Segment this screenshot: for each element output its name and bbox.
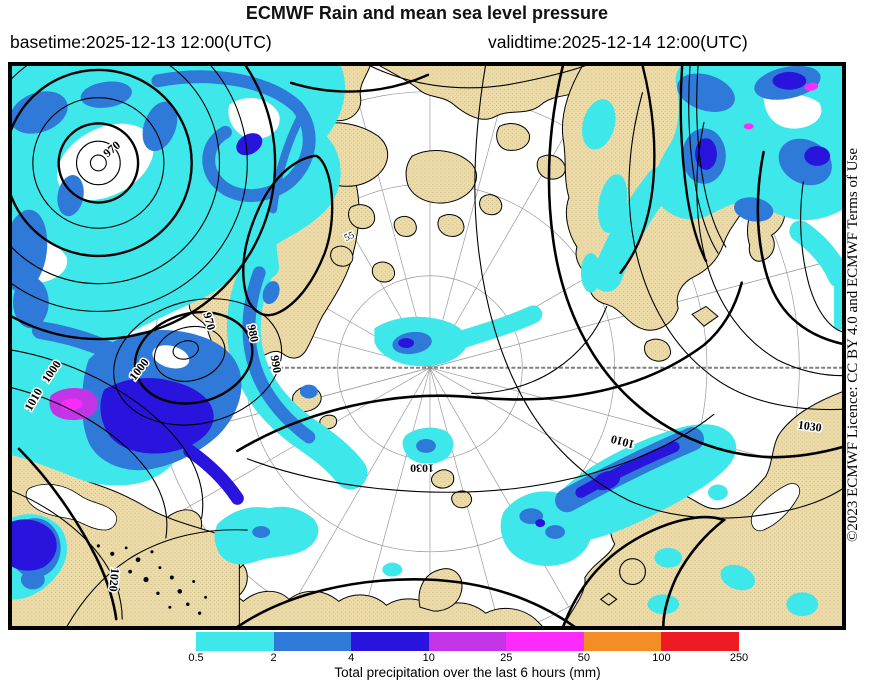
legend-tick: 4 (348, 652, 355, 664)
legend-tick-labels: 0.5 2 4 10 25 50 100 250 (188, 652, 748, 665)
legend-tick: 50 (577, 652, 590, 664)
precipitation-areas (11, 65, 843, 617)
legend-colorbar (196, 632, 740, 651)
legend-segment-100-250 (661, 632, 740, 651)
isobar-label: 1020 (106, 567, 122, 592)
isobar-label: 1030 (797, 418, 823, 435)
isobar-label: 970 (200, 311, 218, 332)
legend-tick: 100 (652, 652, 671, 664)
weather-map: 970 970 980 990 1000 1000 1010 1020 1030 1010 1030… (8, 62, 846, 630)
legend-caption: Total precipitation over the last 6 hour… (334, 665, 601, 680)
legend-segment-50-100 (583, 632, 662, 651)
validtime-label: validtime:2025-12-14 12:00(UTC) (488, 32, 748, 52)
isobar-label: 1030 (410, 462, 434, 476)
legend-segment-2-4 (273, 632, 352, 651)
legend-tick: 25 (500, 652, 513, 664)
isobar-label: 980 (244, 323, 261, 343)
legend-tick: 0.5 (188, 652, 204, 664)
isobar-contours (11, 65, 843, 627)
legend-segment-4-10 (351, 632, 429, 651)
victoria-island (405, 150, 477, 204)
legend-segment-10-25 (428, 632, 507, 651)
isobar-label: 990 (268, 354, 285, 374)
basetime-label: basetime:2025-12-13 12:00(UTC) (10, 32, 272, 52)
legend-segment-0.5-2 (196, 632, 274, 651)
copyright-vertical-text: ©2023 ECMWF Licence: CC BY 4.0 and ECMWF… (845, 147, 861, 543)
inland-waters (25, 483, 801, 532)
legend-tick: 250 (729, 652, 749, 664)
page-title: ECMWF Rain and mean sea level pressure (245, 3, 609, 23)
legend-segment-25-50 (506, 632, 584, 651)
legend-tick: 10 (422, 652, 435, 664)
legend-tick: 2 (270, 652, 277, 664)
